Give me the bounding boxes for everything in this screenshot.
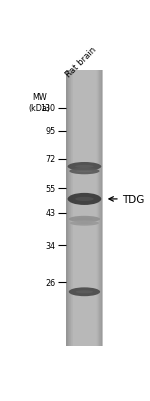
Ellipse shape xyxy=(68,193,101,205)
Bar xyxy=(66,71,102,346)
Bar xyxy=(97,71,98,346)
Bar xyxy=(95,71,96,346)
Bar xyxy=(66,71,67,346)
Text: TDG: TDG xyxy=(122,194,145,205)
Text: MW
(kDa): MW (kDa) xyxy=(29,93,51,113)
Ellipse shape xyxy=(75,197,94,201)
Bar xyxy=(84,71,85,346)
Bar xyxy=(82,71,83,346)
Text: 55: 55 xyxy=(45,184,55,193)
Bar xyxy=(71,71,72,346)
Bar xyxy=(70,71,71,346)
Bar xyxy=(77,71,78,346)
Bar xyxy=(93,71,94,346)
Bar xyxy=(73,71,74,346)
Bar xyxy=(80,71,81,346)
Text: 43: 43 xyxy=(45,209,55,218)
Bar xyxy=(101,71,102,346)
Bar xyxy=(86,71,87,346)
Bar xyxy=(98,71,99,346)
Bar xyxy=(68,71,69,346)
Text: 95: 95 xyxy=(45,127,55,136)
Bar xyxy=(94,71,95,346)
Text: 130: 130 xyxy=(40,104,55,113)
Bar xyxy=(74,71,75,346)
Bar xyxy=(100,71,101,346)
Ellipse shape xyxy=(76,290,93,294)
Bar xyxy=(99,71,100,346)
Bar xyxy=(88,71,89,346)
Text: 26: 26 xyxy=(45,278,55,287)
Bar xyxy=(83,71,84,346)
Ellipse shape xyxy=(68,162,101,171)
Ellipse shape xyxy=(76,170,93,173)
Bar xyxy=(76,71,77,346)
Bar xyxy=(102,71,103,346)
Bar xyxy=(81,71,82,346)
Ellipse shape xyxy=(69,168,100,175)
Bar xyxy=(67,71,68,346)
Bar xyxy=(69,71,70,346)
Ellipse shape xyxy=(69,288,100,296)
Bar xyxy=(96,71,97,346)
Bar xyxy=(87,71,88,346)
Bar xyxy=(85,71,86,346)
Bar xyxy=(72,71,73,346)
Ellipse shape xyxy=(69,216,100,223)
Ellipse shape xyxy=(75,166,94,168)
Ellipse shape xyxy=(76,219,93,221)
Text: 34: 34 xyxy=(45,241,55,250)
Bar xyxy=(89,71,90,346)
Ellipse shape xyxy=(70,221,99,226)
Bar xyxy=(79,71,80,346)
Ellipse shape xyxy=(76,223,92,225)
Bar xyxy=(75,71,76,346)
Text: 72: 72 xyxy=(45,155,55,164)
Bar xyxy=(78,71,79,346)
Bar xyxy=(90,71,91,346)
Bar xyxy=(92,71,93,346)
Text: Rat brain: Rat brain xyxy=(64,45,98,79)
